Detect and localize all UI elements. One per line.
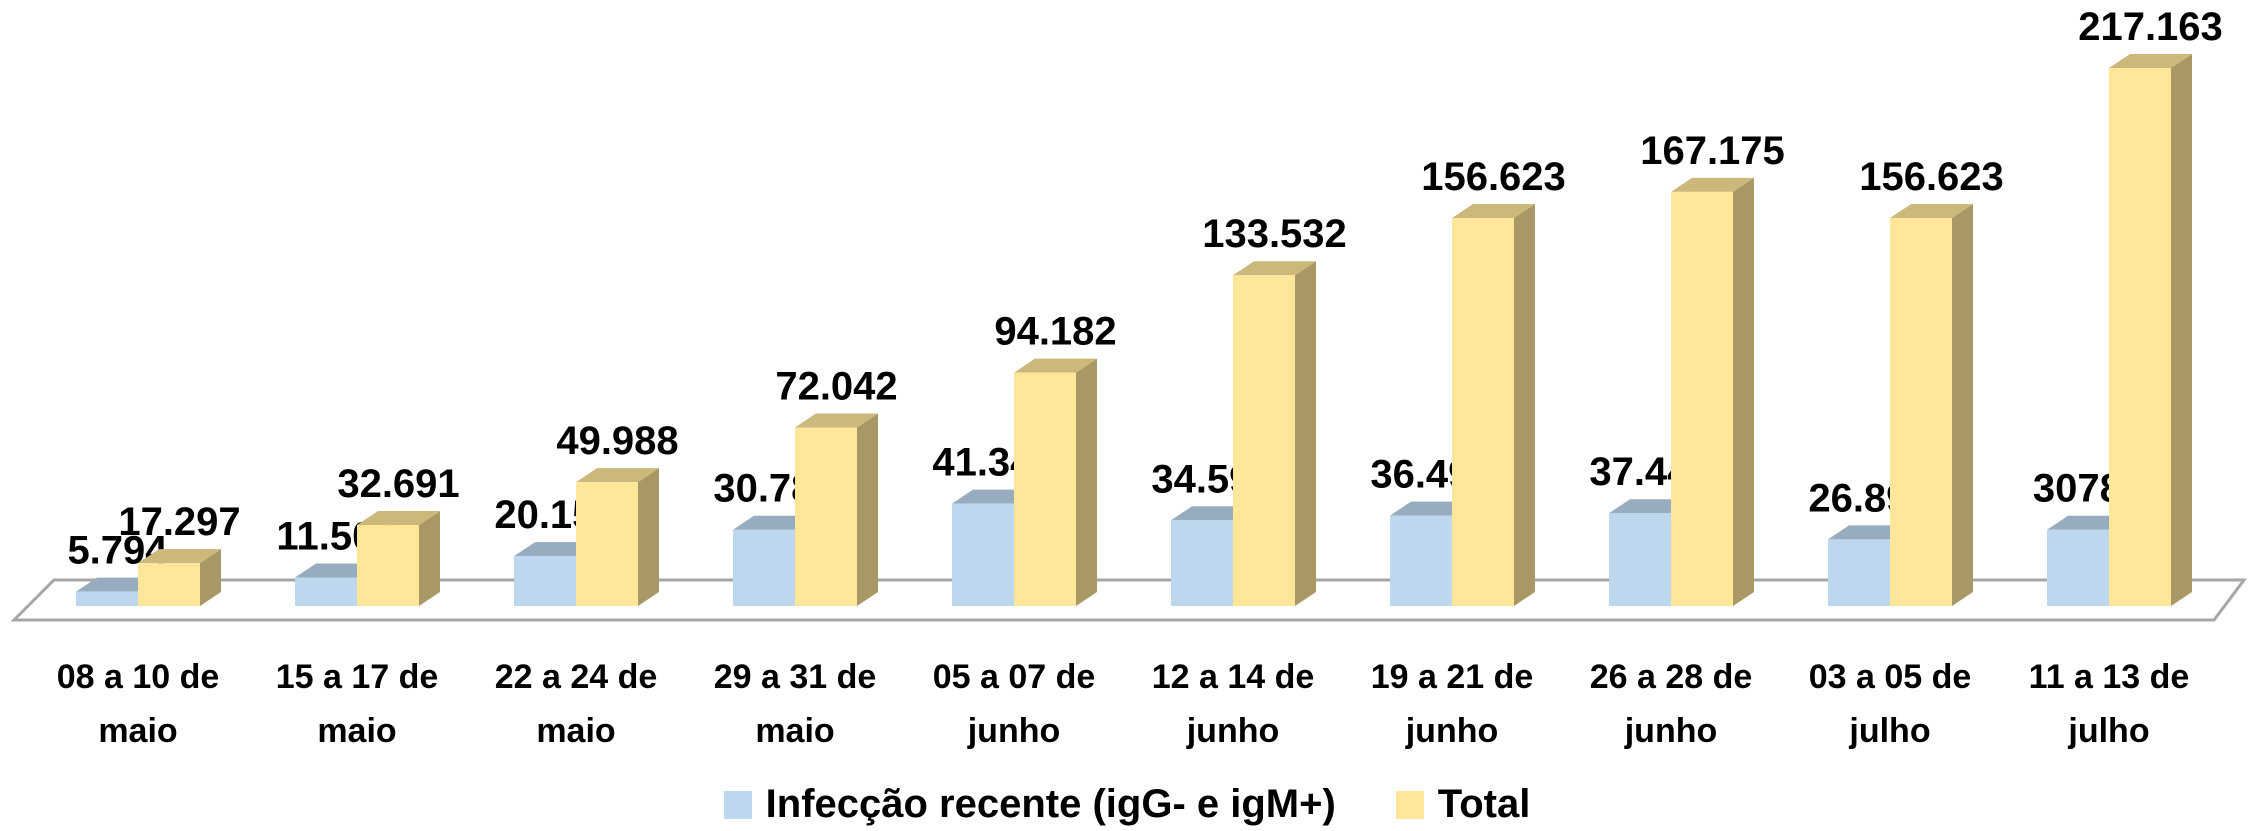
x-tick-label: 03 a 05 de julho — [1808, 658, 1972, 750]
x-tick-label: 12 a 14 de junho — [1151, 658, 1315, 750]
legend-swatch — [1395, 790, 1424, 819]
bar-top — [1014, 358, 1097, 373]
legend-item: Infecção recente (igG- e igM+) — [723, 782, 1336, 827]
bar — [1390, 515, 1452, 606]
bar — [576, 482, 638, 606]
value-label: 94.182 — [994, 310, 1116, 354]
bar — [357, 525, 419, 606]
x-tick-label: 26 a 28 de junho — [1589, 658, 1753, 750]
bar-side — [419, 511, 440, 606]
bar — [952, 503, 1014, 606]
value-label: 72.042 — [775, 365, 897, 409]
bar — [1171, 520, 1233, 606]
bar-top — [576, 468, 659, 483]
bar — [295, 577, 357, 606]
bar-top — [357, 511, 440, 526]
legend-label: Total — [1437, 782, 1531, 826]
bar — [1828, 539, 1890, 606]
value-label: 133.532 — [1202, 212, 1347, 256]
bar-side — [200, 549, 221, 606]
x-tick-label: 22 a 24 de maio — [494, 658, 658, 750]
bar-top — [1452, 203, 1535, 218]
value-label: 156.623 — [1421, 155, 1566, 199]
bar-side — [1952, 203, 1973, 606]
value-label: 167.175 — [1640, 129, 1785, 173]
bar — [1671, 191, 1733, 606]
bar-side — [857, 413, 878, 606]
legend-label: Infecção recente (igG- e igM+) — [765, 782, 1336, 826]
bar-top — [1671, 177, 1754, 192]
bar — [1233, 275, 1295, 606]
bar-side — [1514, 203, 1535, 606]
value-label: 32.691 — [337, 462, 459, 506]
bar-side — [1076, 358, 1097, 606]
legend-swatch — [723, 790, 752, 819]
value-label: 17.297 — [118, 500, 240, 544]
bar-side — [1295, 261, 1316, 606]
x-tick-label: 11 a 13 de julho — [2028, 658, 2190, 750]
bar-top — [2109, 54, 2192, 68]
bar — [2109, 68, 2171, 606]
bar-side — [1733, 177, 1754, 606]
bar — [1452, 217, 1514, 606]
bar — [1890, 217, 1952, 606]
bar — [138, 563, 200, 606]
bar — [2047, 529, 2109, 606]
bar-side — [638, 468, 659, 606]
legend-item: Total — [1395, 782, 1531, 827]
bar — [514, 556, 576, 606]
bar-top — [1233, 261, 1316, 276]
bar — [1014, 372, 1076, 606]
legend: Infecção recente (igG- e igM+) Total — [0, 782, 2254, 827]
bar — [733, 529, 795, 606]
bar — [1609, 513, 1671, 606]
value-label: 217.163 — [2078, 5, 2223, 49]
bar-top — [795, 413, 878, 428]
x-tick-label: 29 a 31 de maio — [713, 658, 877, 750]
bar-top — [1890, 203, 1973, 218]
bar — [76, 591, 138, 606]
bar-top — [138, 549, 221, 564]
x-tick-label: 08 a 10 de maio — [56, 658, 220, 750]
bar-side — [2171, 54, 2192, 606]
x-tick-label: 05 a 07 de junho — [932, 658, 1096, 750]
bar — [795, 427, 857, 606]
x-tick-label: 15 a 17 de maio — [275, 658, 439, 750]
x-tick-label: 19 a 21 de junho — [1370, 658, 1534, 750]
value-label: 156.623 — [1859, 155, 2004, 199]
value-label: 49.988 — [556, 419, 678, 463]
